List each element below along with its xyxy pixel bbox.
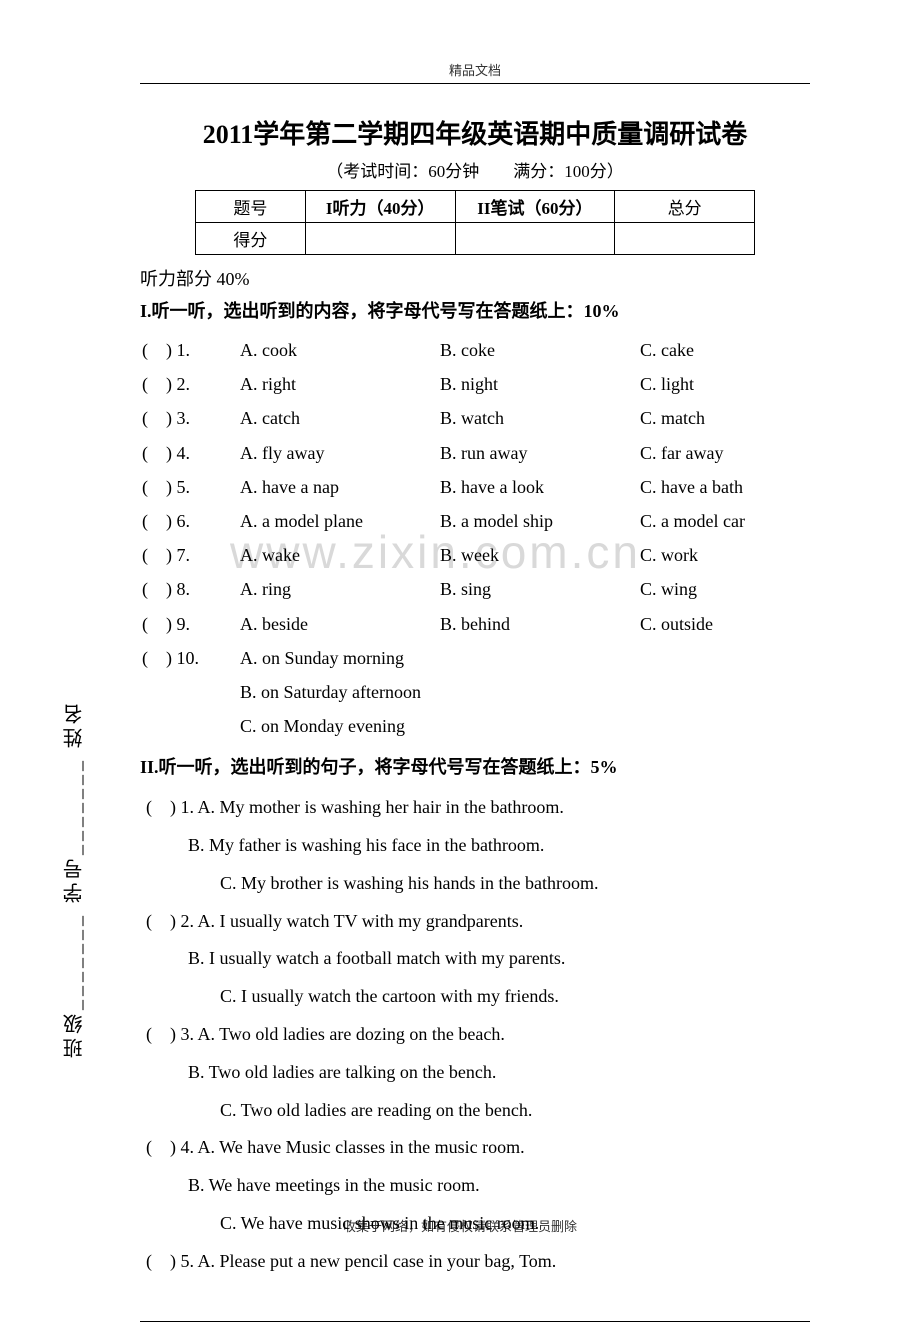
option-a: ( ) 1. A. My mother is washing her hair … bbox=[140, 789, 810, 827]
question-row: ( ) 8.A. ringB. singC. wing bbox=[140, 572, 810, 606]
option-c: C. We have music shows in the music room… bbox=[140, 1205, 810, 1243]
question-item: ( ) 4. A. We have Music classes in the m… bbox=[140, 1129, 810, 1242]
option-b: B. night bbox=[440, 367, 640, 401]
option-c: C. have a bath bbox=[640, 470, 810, 504]
cell bbox=[455, 223, 615, 255]
question-row: ( ) 6.A. a model planeB. a model shipC. … bbox=[140, 504, 810, 538]
question-number: ( ) 7. bbox=[140, 538, 240, 572]
option-c: C. far away bbox=[640, 436, 810, 470]
cell bbox=[615, 223, 755, 255]
question-number: ( ) 9. bbox=[140, 607, 240, 641]
option-a: ( ) 3. A. Two old ladies are dozing on t… bbox=[140, 1016, 810, 1054]
option-a: A. beside bbox=[240, 607, 440, 641]
question-row: ( ) 7.A. wakeB. weekC. work bbox=[140, 538, 810, 572]
cell: 得分 bbox=[196, 223, 306, 255]
name-label: 姓名 bbox=[64, 700, 86, 748]
score-table: 题号 I听力（40分） II笔试（60分） 总分 得分 bbox=[195, 190, 755, 255]
option-b: B. I usually watch a football match with… bbox=[140, 940, 810, 978]
header-small: 精品文档 bbox=[140, 60, 810, 79]
question-row: ( ) 9.A. besideB. behindC. outside bbox=[140, 607, 810, 641]
option-c: C. on Monday evening bbox=[140, 709, 810, 743]
question-item: ( ) 2. A. I usually watch TV with my gra… bbox=[140, 903, 810, 1016]
question-number: ( ) 4. bbox=[140, 436, 240, 470]
exam-title: 2011学年第二学期四年级英语期中质量调研试卷 bbox=[140, 114, 810, 151]
question-number: ( ) 3. bbox=[140, 401, 240, 435]
question-row: ( ) 10. A. on Sunday morning bbox=[140, 641, 810, 675]
cell: 题号 bbox=[196, 191, 306, 223]
section1-list: ( ) 1.A. cookB. cokeC. cake( ) 2.A. righ… bbox=[140, 333, 810, 641]
question-item: ( ) 3. A. Two old ladies are dozing on t… bbox=[140, 1016, 810, 1129]
option-c: C. match bbox=[640, 401, 810, 435]
option-a: A. right bbox=[240, 367, 440, 401]
option-b: B. on Saturday afternoon bbox=[140, 675, 810, 709]
option-a: ( ) 4. A. We have Music classes in the m… bbox=[140, 1129, 810, 1167]
question-item: ( ) 5. A. Please put a new pencil case i… bbox=[140, 1243, 810, 1281]
option-a: ( ) 2. A. I usually watch TV with my gra… bbox=[140, 903, 810, 941]
section1-title: I.听一听，选出听到的内容，将字母代号写在答题纸上：10% bbox=[140, 297, 810, 323]
section-prefix: II. bbox=[140, 757, 159, 777]
option-a: A. ring bbox=[240, 572, 440, 606]
listening-header: 听力部分 40% bbox=[140, 265, 810, 291]
option-a: A. catch bbox=[240, 401, 440, 435]
option-a: A. fly away bbox=[240, 436, 440, 470]
footer-divider bbox=[140, 1321, 810, 1322]
question-row: B. on Saturday afternoon bbox=[140, 675, 810, 709]
question-number: ( ) 6. bbox=[140, 504, 240, 538]
class-label: 班级 bbox=[64, 1010, 86, 1058]
question-number: ( ) 5. bbox=[140, 470, 240, 504]
question-row: ( ) 3.A. catchB. watchC. match bbox=[140, 401, 810, 435]
header-divider bbox=[140, 83, 810, 84]
question-number: ( ) 10. bbox=[140, 641, 240, 675]
option-b: B. My father is washing his face in the … bbox=[140, 827, 810, 865]
option-a: A. a model plane bbox=[240, 504, 440, 538]
section2-title: II.听一听，选出听到的句子，将字母代号写在答题纸上：5% bbox=[140, 753, 810, 779]
option-b: B. a model ship bbox=[440, 504, 640, 538]
cell: II笔试（60分） bbox=[455, 191, 615, 223]
question-row: C. on Monday evening bbox=[140, 709, 810, 743]
option-b: B. sing bbox=[440, 572, 640, 606]
option-c: C. Two old ladies are reading on the ben… bbox=[140, 1092, 810, 1130]
vertical-info: 班级_______ 学号_______ 姓名 bbox=[60, 700, 89, 1058]
option-c: C. My brother is washing his hands in th… bbox=[140, 865, 810, 903]
option-b: B. have a look bbox=[440, 470, 640, 504]
question-row: ( ) 4.A. fly awayB. run awayC. far away bbox=[140, 436, 810, 470]
section-text: 听一听，选出听到的内容，将字母代号写在答题纸上：10% bbox=[152, 301, 620, 321]
option-b: B. week bbox=[440, 538, 640, 572]
question-item: ( ) 1. A. My mother is washing her hair … bbox=[140, 789, 810, 902]
option-a: ( ) 5. A. Please put a new pencil case i… bbox=[140, 1243, 810, 1281]
cell bbox=[305, 223, 455, 255]
question-number: ( ) 8. bbox=[140, 572, 240, 606]
option-c: C. cake bbox=[640, 333, 810, 367]
option-a: A. have a nap bbox=[240, 470, 440, 504]
cell: I听力（40分） bbox=[305, 191, 455, 223]
option-c: C. wing bbox=[640, 572, 810, 606]
option-a: A. on Sunday morning bbox=[240, 641, 404, 675]
option-c: C. a model car bbox=[640, 504, 810, 538]
section-prefix: I. bbox=[140, 301, 152, 321]
cell: 总分 bbox=[615, 191, 755, 223]
option-c: C. I usually watch the cartoon with my f… bbox=[140, 978, 810, 1016]
number-label: 学号 bbox=[64, 855, 86, 903]
option-c: C. outside bbox=[640, 607, 810, 641]
option-a: A. cook bbox=[240, 333, 440, 367]
option-b: B. Two old ladies are talking on the ben… bbox=[140, 1054, 810, 1092]
question-row: ( ) 2.A. rightB. nightC. light bbox=[140, 367, 810, 401]
question-number: ( ) 1. bbox=[140, 333, 240, 367]
question-row: ( ) 1.A. cookB. cokeC. cake bbox=[140, 333, 810, 367]
question-number: ( ) 2. bbox=[140, 367, 240, 401]
question-row: ( ) 5.A. have a napB. have a lookC. have… bbox=[140, 470, 810, 504]
table-row: 得分 bbox=[196, 223, 755, 255]
option-a: A. wake bbox=[240, 538, 440, 572]
option-b: B. behind bbox=[440, 607, 640, 641]
exam-subtitle: （考试时间：60分钟 满分：100分） bbox=[140, 157, 810, 182]
option-b: B. We have meetings in the music room. bbox=[140, 1167, 810, 1205]
section-text: 听一听，选出听到的句子，将字母代号写在答题纸上：5% bbox=[159, 757, 618, 777]
option-b: B. run away bbox=[440, 436, 640, 470]
table-row: 题号 I听力（40分） II笔试（60分） 总分 bbox=[196, 191, 755, 223]
option-c: C. light bbox=[640, 367, 810, 401]
section2-list: ( ) 1. A. My mother is washing her hair … bbox=[140, 789, 810, 1280]
option-c: C. work bbox=[640, 538, 810, 572]
option-b: B. watch bbox=[440, 401, 640, 435]
option-b: B. coke bbox=[440, 333, 640, 367]
